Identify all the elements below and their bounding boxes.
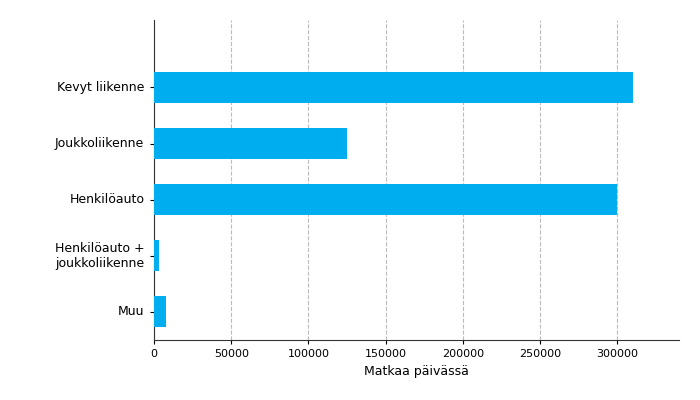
Bar [154, 72, 633, 103]
Bar [154, 184, 617, 215]
Bar [154, 240, 159, 271]
X-axis label: Matkaa päivässä: Matkaa päivässä [364, 364, 469, 378]
Bar [154, 296, 167, 327]
Bar [154, 128, 347, 159]
